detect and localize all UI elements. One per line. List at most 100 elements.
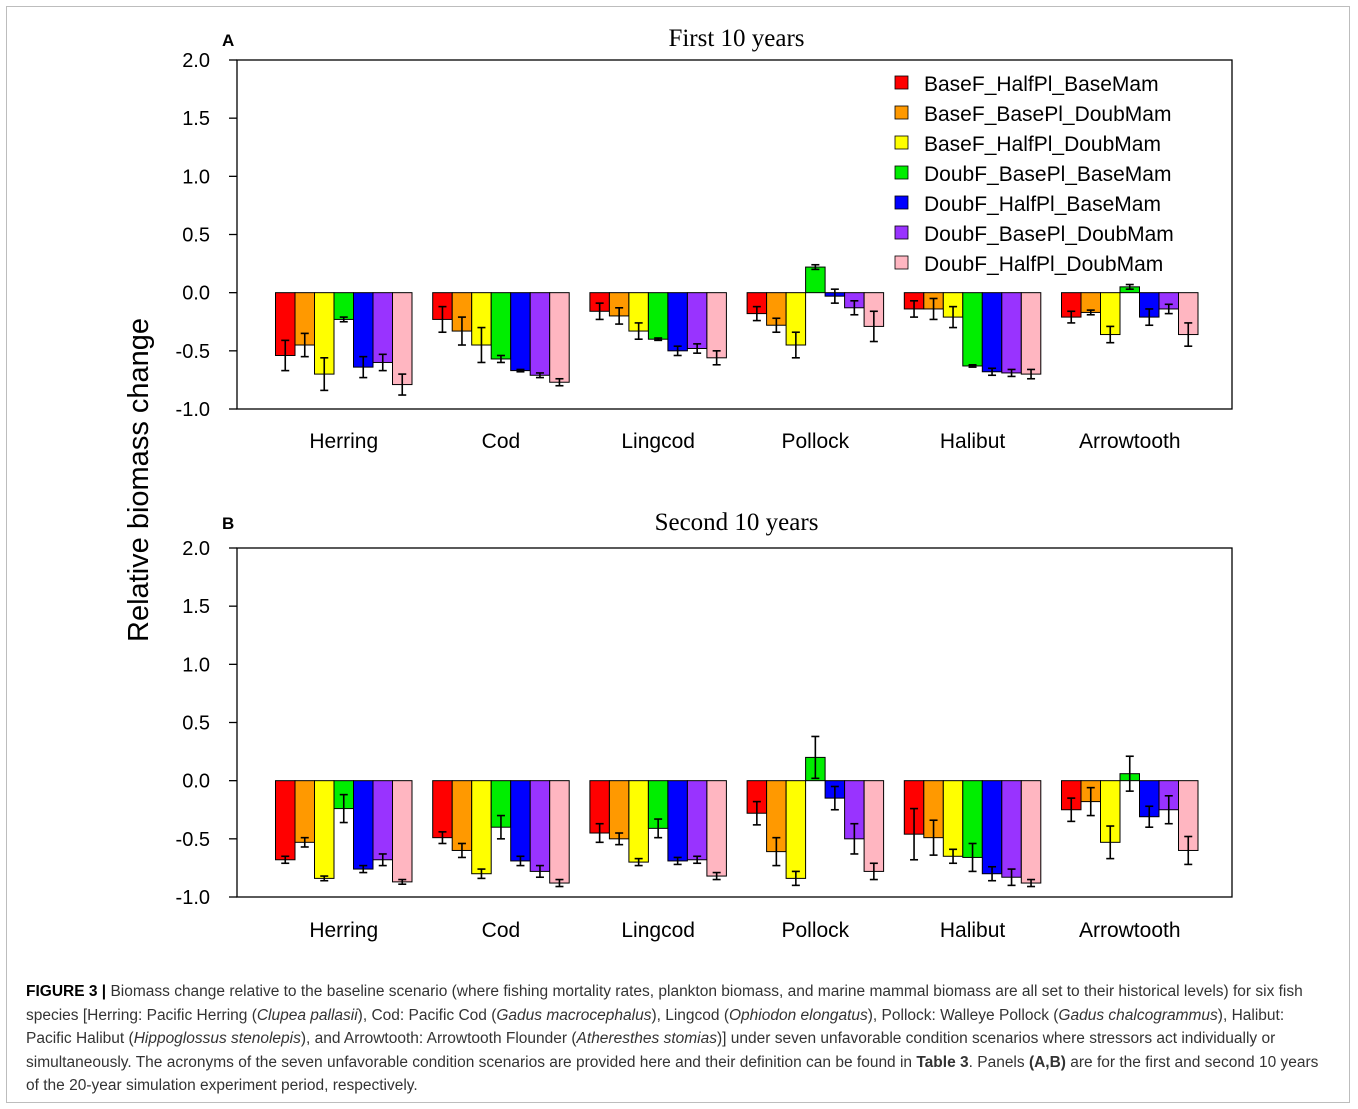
bar — [529, 292, 551, 376]
bar — [314, 780, 335, 879]
category-label: Cod — [482, 430, 521, 453]
y-axis-label: Relative biomass change — [123, 318, 155, 642]
figure-chart: Relative biomass change First 10 yearsA2… — [123, 25, 1233, 942]
category-label: Arrowtooth — [1079, 430, 1181, 453]
bar — [686, 780, 708, 861]
bar — [942, 780, 964, 857]
caption-text: ), and Arrowtooth: Arrowtooth Flounder ( — [300, 1030, 577, 1048]
legend-swatch — [894, 105, 909, 120]
y-tick-label: -0.5 — [176, 341, 210, 363]
bar — [667, 780, 688, 862]
panel-label: A — [222, 31, 234, 50]
caption-panel-reference: (A,B) — [1028, 1053, 1066, 1071]
y-tick-label: 0.0 — [182, 771, 210, 793]
caption-table-reference: Table 3 — [916, 1053, 969, 1071]
category-label: Halibut — [940, 919, 1006, 942]
category-label: Halibut — [940, 430, 1006, 453]
category-label: Pollock — [781, 919, 849, 942]
bar — [1001, 780, 1022, 878]
figure-frame — [6, 6, 1350, 1103]
legend-label: BaseF_HalfPl_DoubMam — [924, 133, 1161, 156]
legend-swatch — [894, 195, 909, 210]
bar — [706, 780, 727, 877]
bar — [647, 292, 669, 340]
caption-species-name: Atheresthes stomias — [576, 1030, 717, 1048]
legend-label: DoubF_HalfPl_DoubMam — [924, 253, 1163, 276]
y-tick-label: 2.0 — [182, 538, 210, 560]
legend-swatch — [894, 165, 909, 180]
bar — [628, 780, 649, 863]
bar — [1020, 780, 1042, 884]
y-tick-label: 1.0 — [182, 166, 210, 188]
legend-label: DoubF_BasePl_DoubMam — [924, 223, 1174, 246]
bar — [353, 780, 374, 870]
caption-text: ), Pollock: Walleye Pollock ( — [867, 1006, 1059, 1024]
legend-label: DoubF_BasePl_BaseMam — [924, 163, 1171, 186]
legend-label: BaseF_BasePl_DoubMam — [924, 103, 1171, 126]
bar — [490, 292, 512, 360]
legend-swatch — [894, 225, 909, 240]
category-label: Pollock — [781, 430, 849, 453]
bar — [962, 292, 983, 367]
bar — [529, 780, 551, 872]
y-tick-label: -1.0 — [176, 399, 210, 421]
legend-swatch — [894, 75, 909, 90]
category-label: Cod — [482, 919, 521, 942]
y-tick-label: 0.5 — [182, 713, 210, 735]
bar — [510, 780, 531, 862]
legend-label: BaseF_HalfPl_BaseMam — [924, 73, 1159, 96]
caption-species-name: Gadus chalcogrammus — [1058, 1006, 1218, 1024]
bar — [863, 780, 885, 872]
bar — [981, 780, 1003, 875]
bar — [392, 780, 413, 883]
bar — [667, 292, 688, 352]
bar — [392, 292, 413, 386]
y-tick-label: 1.5 — [182, 596, 210, 618]
bar — [805, 266, 826, 294]
bar — [275, 780, 296, 861]
caption-figure-label: FIGURE 3 | — [26, 983, 107, 1000]
caption-species-name: Ophiodon elongatus — [729, 1006, 868, 1024]
caption-text: ), Halibut: Pacific Halibut ( — [26, 1006, 1285, 1048]
caption-text: ), Lingcod ( — [651, 1006, 729, 1024]
figure-caption: FIGURE 3 | Biomass change relative to th… — [26, 980, 1326, 1098]
caption-species-name: Gadus macrocephalus — [496, 1006, 652, 1024]
bar — [372, 780, 393, 861]
bar — [372, 292, 393, 363]
bar — [432, 780, 453, 839]
legend-swatch — [894, 135, 909, 150]
bar — [1001, 292, 1022, 374]
bar — [510, 292, 531, 372]
y-tick-label: -1.0 — [176, 887, 210, 909]
bar — [333, 292, 354, 320]
chart-title: First 10 years — [668, 25, 804, 52]
y-tick-label: -0.5 — [176, 829, 210, 851]
category-label: Lingcod — [621, 430, 695, 453]
bar — [1020, 292, 1042, 375]
caption-species-name: Hippoglossus stenolepis — [133, 1030, 301, 1048]
bar — [608, 780, 630, 840]
bar — [471, 780, 492, 875]
category-label: Herring — [309, 430, 378, 453]
category-label: Lingcod — [621, 919, 695, 942]
caption-text: Biomass change relative to the baseline … — [26, 983, 1303, 1024]
y-tick-label: 0.0 — [182, 283, 210, 305]
bar — [294, 780, 315, 843]
caption-text: are for the first and second 10 years of… — [26, 1053, 1319, 1095]
panel-label: B — [222, 514, 234, 533]
y-tick-label: 2.0 — [182, 50, 210, 72]
bar — [549, 292, 570, 383]
caption-species-name: Clupea pallasii — [256, 1006, 358, 1024]
legend: BaseF_HalfPl_BaseMam BaseF_BasePl_DoubMam… — [894, 73, 1174, 276]
bar — [785, 780, 807, 879]
legend-swatch — [894, 255, 909, 270]
panel-a: First 10 years A 2.0 1.5 1.0 0.5 0.0 -0.5 -1.0 He… — [176, 25, 1233, 453]
y-tick-label: 1.5 — [182, 108, 210, 130]
chart-title: Second 10 years — [655, 509, 819, 536]
bar — [549, 780, 570, 884]
bar — [706, 292, 727, 359]
caption-text: ), Cod: Pacific Cod ( — [357, 1006, 497, 1024]
legend-label: DoubF_HalfPl_BaseMam — [924, 193, 1161, 216]
bar — [981, 292, 1003, 373]
bar — [451, 780, 473, 851]
